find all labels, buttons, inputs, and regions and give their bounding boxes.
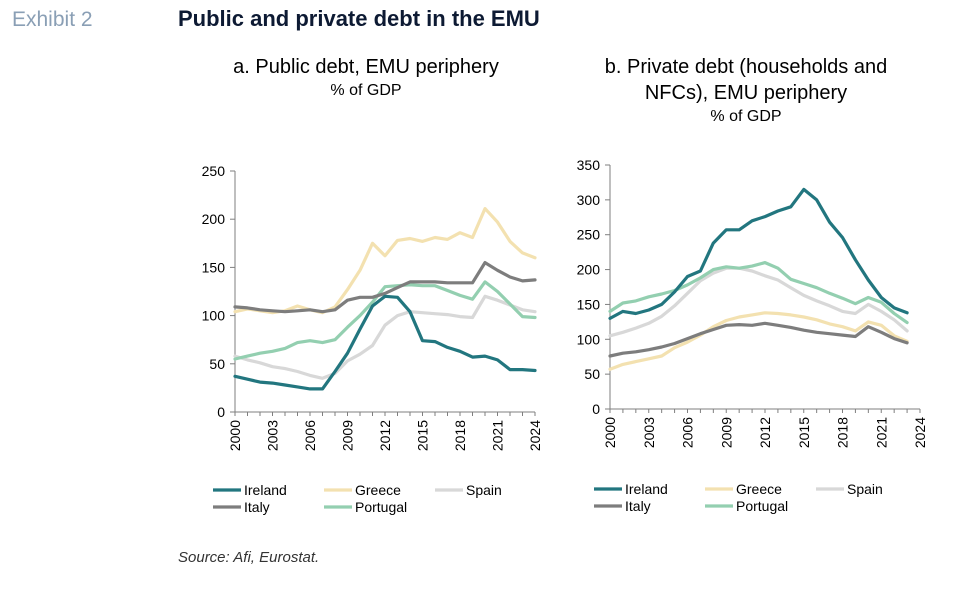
page-title: Public and private debt in the EMU (178, 6, 540, 31)
chart-b-legend-label-ireland: Ireland (625, 481, 668, 497)
chart-b-x-tick-label: 2012 (757, 417, 773, 448)
chart-b-x-tick-label: 2015 (796, 417, 812, 448)
chart-b-y-tick-label: 50 (584, 366, 600, 382)
chart-b-title: b. Private debt (households and NFCs), E… (546, 54, 946, 106)
chart-a-series-ireland (233, 294, 537, 391)
chart-b-y-tick-label: 0 (592, 401, 600, 417)
chart-b-y-tick-label: 100 (577, 331, 601, 347)
chart-a-x-tick-label: 2018 (452, 420, 468, 451)
chart-b-title-line-1: b. Private debt (households and (604, 56, 888, 78)
chart-b-y-tick-label: 250 (577, 227, 601, 243)
chart-b-x-tick-label: 2000 (602, 417, 618, 448)
chart-a-legend-label-greece: Greece (355, 482, 401, 498)
chart-b-legend-label-spain: Spain (847, 481, 883, 497)
chart-a-y-tick-label: 250 (202, 163, 226, 179)
chart-b-series-portugal (608, 261, 909, 325)
chart-b-x-tick-label: 2024 (912, 417, 928, 448)
chart-a-title: a. Public debt, EMU periphery (233, 56, 499, 78)
chart-a-x-tick-label: 2003 (265, 420, 281, 451)
chart-b-y-tick-label: 200 (577, 262, 601, 278)
chart-a-y-tick-label: 100 (202, 308, 226, 324)
chart-b-x-tick-label: 2021 (873, 417, 889, 448)
chart-b-x-tick-label: 2003 (641, 417, 657, 448)
chart-b-legend-label-portugal: Portugal (736, 498, 788, 514)
chart-a-y-tick-label: 150 (202, 259, 226, 275)
chart-a-x-tick-label: 2015 (415, 420, 431, 451)
chart-a-series-italy (233, 261, 537, 314)
chart-a-y-tick-label: 200 (202, 211, 226, 227)
chart-a-x-tick-label: 2024 (527, 420, 543, 451)
chart-b-series-italy (608, 321, 909, 358)
source-note: Source: Afi, Eurostat. (178, 549, 320, 566)
chart-a-subtitle: % of GDP (330, 82, 402, 99)
chart-a-x-tick-label: 2009 (340, 420, 356, 451)
chart-b-series-ireland (608, 187, 909, 320)
chart-b-x-tick-label: 2006 (680, 417, 696, 448)
chart-b-subtitle: % of GDP (710, 108, 782, 125)
chart-b-legend-label-italy: Italy (625, 498, 651, 514)
chart-b-series-spain (608, 266, 909, 338)
chart-a-x-tick-label: 2021 (490, 420, 506, 451)
chart-b-x-tick-label: 2009 (718, 417, 734, 448)
chart-a-legend-label-ireland: Ireland (244, 482, 287, 498)
chart-a-x-tick-label: 2006 (302, 420, 318, 451)
chart-a-y-tick-label: 0 (217, 404, 225, 420)
chart-a-x-tick-label: 2012 (377, 420, 393, 451)
chart-a-series-spain (233, 294, 537, 380)
chart-a-legend-label-portugal: Portugal (355, 499, 407, 515)
chart-b-title-line-2: NFCs), EMU periphery (644, 82, 848, 104)
chart-b-y-tick-label: 300 (577, 192, 601, 208)
chart-b-series-greece (608, 311, 909, 371)
exhibit-label: Exhibit 2 (12, 8, 93, 31)
chart-b-legend-label-greece: Greece (736, 481, 782, 497)
chart-b-x-tick-label: 2018 (835, 417, 851, 448)
chart-a-y-tick-label: 50 (209, 356, 225, 372)
chart-a-series-portugal (233, 280, 537, 361)
chart-a-legend-label-spain: Spain (466, 482, 502, 498)
chart-b-y-tick-label: 150 (577, 296, 601, 312)
chart-b-y-tick-label: 350 (577, 157, 601, 173)
chart-a-x-tick-label: 2000 (227, 420, 243, 451)
chart-a-legend-label-italy: Italy (244, 499, 270, 515)
